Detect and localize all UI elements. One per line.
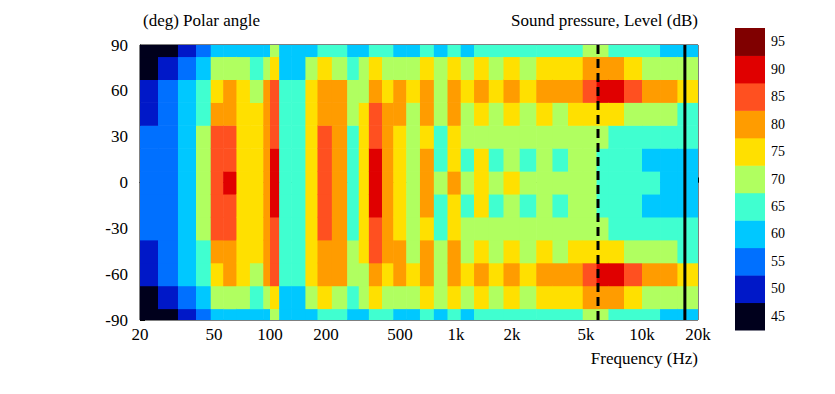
svg-text:55: 55: [771, 254, 785, 269]
svg-text:-90: -90: [105, 311, 128, 330]
svg-text:30: 30: [111, 127, 128, 146]
svg-text:70: 70: [771, 172, 785, 187]
svg-text:90: 90: [111, 36, 128, 55]
svg-text:20k: 20k: [685, 325, 711, 344]
svg-text:Frequency (Hz): Frequency (Hz): [591, 349, 698, 368]
svg-text:5k: 5k: [578, 325, 596, 344]
svg-text:85: 85: [771, 89, 785, 104]
svg-text:60: 60: [771, 226, 785, 241]
svg-text:100: 100: [257, 325, 283, 344]
svg-text:50: 50: [206, 325, 223, 344]
svg-text:10k: 10k: [629, 325, 655, 344]
svg-text:1k: 1k: [448, 325, 466, 344]
svg-text:(deg) Polar angle: (deg) Polar angle: [143, 11, 260, 30]
svg-text:60: 60: [111, 81, 128, 100]
svg-text:2k: 2k: [504, 325, 522, 344]
svg-text:-30: -30: [105, 219, 128, 238]
svg-text:0: 0: [120, 173, 129, 192]
svg-text:65: 65: [771, 199, 785, 214]
svg-text:90: 90: [771, 62, 785, 77]
svg-text:45: 45: [771, 309, 785, 324]
svg-text:95: 95: [771, 34, 785, 49]
svg-text:500: 500: [387, 325, 413, 344]
svg-text:20: 20: [132, 325, 149, 344]
svg-text:75: 75: [771, 144, 785, 159]
svg-text:80: 80: [771, 117, 785, 132]
svg-text:-60: -60: [105, 265, 128, 284]
svg-text:Sound pressure, Level (dB): Sound pressure, Level (dB): [511, 11, 698, 30]
svg-text:200: 200: [313, 325, 339, 344]
svg-text:50: 50: [771, 281, 785, 296]
